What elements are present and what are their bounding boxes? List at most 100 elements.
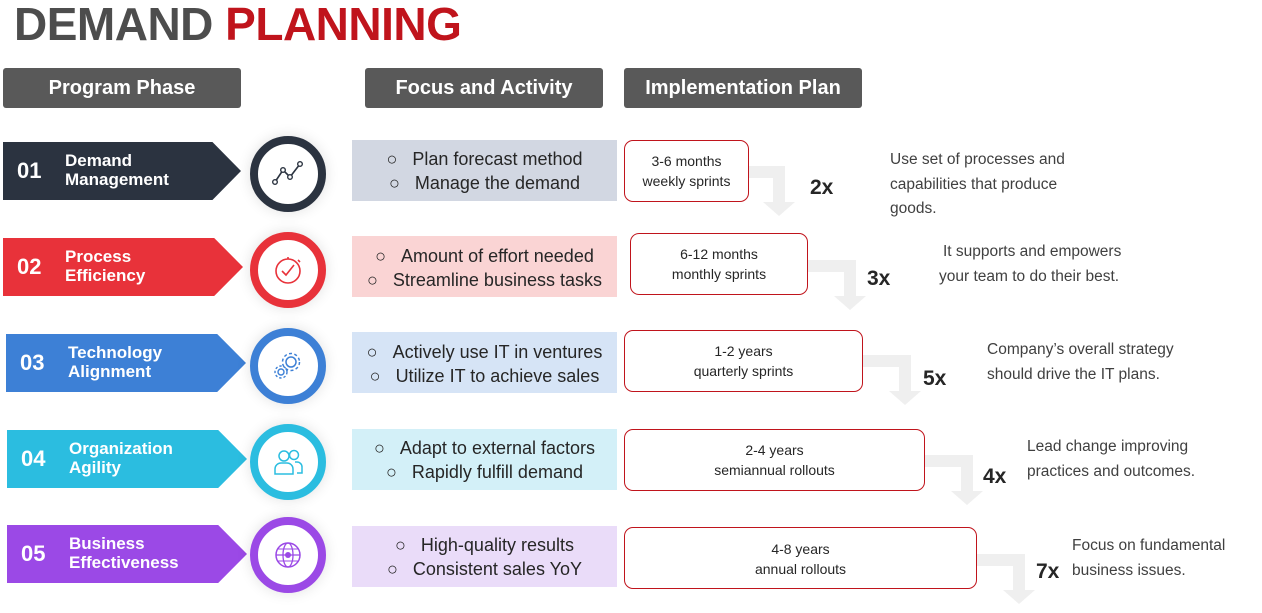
plan-duration: 6-12 months xyxy=(680,246,758,262)
phase-label: Organization Agility xyxy=(69,439,219,477)
focus-item: ○ Utilize IT to achieve sales xyxy=(352,366,617,387)
focus-item: ○ Consistent sales YoY xyxy=(352,559,617,580)
bullet-icon: ○ xyxy=(395,535,406,555)
plan-cadence: semiannual rollouts xyxy=(714,462,835,478)
phase-label: Process Efficiency xyxy=(65,247,215,285)
plan-box-3: 1-2 years quarterly sprints xyxy=(624,330,863,392)
description-line: practices and outcomes. xyxy=(1027,462,1196,480)
phase-arrow-2: 02 Process Efficiency xyxy=(3,238,243,296)
focus-item: ○ Rapidly fulfill demand xyxy=(352,462,617,483)
plan-box-4: 2-4 years semiannual rollouts xyxy=(624,429,925,491)
phase-icon-circle-5 xyxy=(250,517,326,593)
description-line: business issues. xyxy=(1072,561,1186,579)
phase-icon-circle-1 xyxy=(250,136,326,212)
bullet-icon: ○ xyxy=(369,366,381,386)
focus-item-text: Manage the demand xyxy=(414,173,580,193)
focus-box-4: ○ Adapt to external factors ○ Rapidly fu… xyxy=(352,429,617,490)
focus-item-text: Plan forecast method xyxy=(412,149,583,169)
phase-arrow-5: 05 Business Effectiveness xyxy=(7,525,247,583)
description-line: Company’s overall strategy xyxy=(987,341,1174,358)
header-focus-activity: Focus and Activity xyxy=(365,68,603,108)
focus-item-text: Adapt to external factors xyxy=(399,438,595,458)
description-line: It supports and empowers xyxy=(943,243,1122,260)
phase-arrow-1: 01 Demand Management xyxy=(3,142,241,200)
elbow-arrow-icon xyxy=(749,166,795,216)
bullet-icon: ○ xyxy=(386,149,398,169)
gears-icon xyxy=(274,352,301,379)
plan-box-1: 3-6 months weekly sprints xyxy=(624,140,749,202)
bullet-icon: ○ xyxy=(386,462,397,482)
bullet-icon: ○ xyxy=(367,270,378,290)
phase-label-line: Efficiency xyxy=(65,266,146,285)
phase-number: 01 xyxy=(17,158,42,183)
description-line: goods. xyxy=(890,200,937,217)
plan-box-2: 6-12 months monthly sprints xyxy=(630,233,808,295)
focus-item-text: High-quality results xyxy=(420,535,574,555)
phase-label-line: Demand xyxy=(65,151,133,170)
description-5: Focus on fundamental business issues. xyxy=(1072,534,1225,583)
focus-box-5: ○ High-quality results ○ Consistent sale… xyxy=(352,526,617,587)
focus-item-text: Streamline business tasks xyxy=(392,270,602,290)
users-icon xyxy=(274,449,303,475)
phase-icon-circle-2 xyxy=(250,232,326,308)
focus-item-text: Amount of effort needed xyxy=(401,246,594,266)
plan-duration: 4-8 years xyxy=(771,541,830,557)
description-3: Company’s overall strategy should drive t… xyxy=(987,338,1174,387)
multiplier-3: 5x xyxy=(923,367,947,390)
elbow-arrow-icon xyxy=(808,260,866,310)
description-line: your team to do their best. xyxy=(939,267,1120,285)
phase-number: 04 xyxy=(21,446,46,471)
header-implementation-plan: Implementation Plan xyxy=(624,68,862,108)
multiplier-5: 7x xyxy=(1036,560,1060,583)
multiplier-1: 2x xyxy=(810,176,834,199)
description-line: should drive the IT plans. xyxy=(987,365,1160,383)
phase-number: 05 xyxy=(21,541,46,566)
phase-label-line: Technology xyxy=(68,343,163,362)
plan-box-5: 4-8 years annual rollouts xyxy=(624,527,977,589)
plan-cadence: quarterly sprints xyxy=(693,363,794,379)
description-line: Use set of processes and xyxy=(890,151,1065,168)
description-line: capabilities that produce xyxy=(890,175,1058,193)
phase-arrow-4: 04 Organization Agility xyxy=(7,430,247,488)
focus-item: ○ Actively use IT in ventures xyxy=(352,342,617,363)
bullet-icon: ○ xyxy=(366,342,378,362)
focus-item: ○ High-quality results xyxy=(352,535,617,556)
plan-cadence: weekly sprints xyxy=(642,173,731,189)
plan-duration: 2-4 years xyxy=(745,442,804,458)
phase-label-line: Organization xyxy=(69,439,173,458)
plan-cadence: annual rollouts xyxy=(754,561,847,577)
focus-item-text: Consistent sales YoY xyxy=(412,559,582,579)
bullet-icon: ○ xyxy=(386,559,398,579)
plan-cadence: monthly sprints xyxy=(671,266,767,282)
focus-item: ○ Adapt to external factors xyxy=(352,438,617,459)
description-2: It supports and empowers your team to do … xyxy=(939,240,1122,289)
description-line: Lead change improving xyxy=(1027,438,1189,455)
title-part-1: DEMAND xyxy=(14,0,213,50)
phase-label-line: Effectiveness xyxy=(69,553,179,572)
bullet-icon: ○ xyxy=(388,173,400,193)
elbow-arrow-icon xyxy=(977,554,1035,604)
header-program-phase: Program Phase xyxy=(3,68,241,108)
description-1: Use set of processes and capabilities tha… xyxy=(890,148,1065,222)
phase-label: Demand Management xyxy=(65,151,215,189)
phase-arrow-3: 03 Technology Alignment xyxy=(6,334,246,392)
phase-label-line: Agility xyxy=(69,458,121,477)
phase-number: 03 xyxy=(20,350,45,375)
description-4: Lead change improving practices and outco… xyxy=(1027,435,1195,484)
focus-item: ○ Streamline business tasks xyxy=(352,270,617,291)
phase-label-line: Alignment xyxy=(68,362,152,381)
page-title: DEMAND PLANNING xyxy=(14,0,462,52)
focus-item-text: Actively use IT in ventures xyxy=(392,342,603,362)
multiplier-4: 4x xyxy=(983,465,1007,488)
bullet-icon: ○ xyxy=(374,438,385,458)
phase-icon-circle-4 xyxy=(250,424,326,500)
focus-item-text: Utilize IT to achieve sales xyxy=(395,366,600,386)
plan-duration: 3-6 months xyxy=(651,153,722,169)
focus-item: ○ Amount of effort needed xyxy=(352,246,617,267)
bullet-icon: ○ xyxy=(375,246,387,266)
phase-label: Business Effectiveness xyxy=(69,534,219,572)
focus-box-3: ○ Actively use IT in ventures ○ Utilize … xyxy=(352,332,617,393)
phase-number: 02 xyxy=(17,254,42,279)
focus-item: ○ Plan forecast method xyxy=(352,149,617,170)
title-part-2: PLANNING xyxy=(225,0,462,50)
